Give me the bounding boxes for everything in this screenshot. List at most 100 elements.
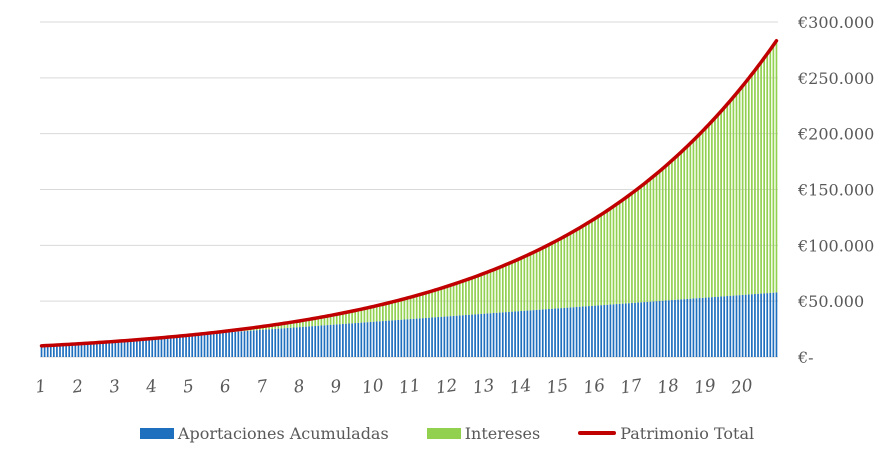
bar-aportaciones bbox=[391, 320, 393, 357]
bar-intereses bbox=[338, 313, 341, 325]
bar-intereses bbox=[701, 130, 704, 298]
bar-intereses bbox=[584, 224, 587, 307]
bar-aportaciones bbox=[342, 323, 344, 357]
bar-aportaciones bbox=[714, 296, 716, 357]
bar-aportaciones bbox=[231, 331, 234, 357]
bar-intereses bbox=[332, 314, 335, 325]
bar-aportaciones bbox=[71, 343, 74, 357]
bar-aportaciones bbox=[560, 308, 563, 357]
bar-aportaciones bbox=[56, 344, 58, 357]
bar-intereses bbox=[314, 318, 317, 326]
bar-aportaciones bbox=[421, 318, 424, 357]
bar-aportaciones bbox=[766, 293, 769, 357]
bar-aportaciones bbox=[265, 329, 267, 357]
bar-aportaciones bbox=[468, 314, 470, 357]
bar-intereses bbox=[520, 257, 523, 311]
bar-aportaciones bbox=[311, 326, 313, 357]
bar-aportaciones bbox=[532, 310, 535, 357]
bar-aportaciones bbox=[329, 324, 332, 357]
bar-intereses bbox=[544, 246, 547, 310]
bar-aportaciones bbox=[77, 343, 80, 357]
bar-aportaciones bbox=[775, 292, 778, 357]
bar-intereses bbox=[655, 173, 658, 302]
bar-aportaciones bbox=[458, 315, 461, 357]
bar-aportaciones bbox=[634, 302, 636, 357]
y-tick-label: €100.000 bbox=[797, 236, 874, 255]
bar-intereses bbox=[471, 277, 473, 315]
bar-aportaciones bbox=[240, 331, 243, 357]
y-tick-label: €50.000 bbox=[797, 292, 864, 311]
bar-intereses bbox=[480, 274, 483, 314]
bar-aportaciones bbox=[578, 306, 581, 357]
x-tick-label: 11 bbox=[398, 376, 422, 399]
bar-intereses bbox=[418, 294, 421, 319]
bar-intereses bbox=[360, 309, 363, 323]
bar-aportaciones bbox=[563, 307, 566, 357]
line-series bbox=[39, 39, 779, 348]
bar-aportaciones bbox=[292, 327, 295, 357]
bar-aportaciones bbox=[652, 301, 655, 357]
bar-aportaciones bbox=[751, 294, 753, 357]
bar-intereses bbox=[597, 216, 599, 306]
bar-aportaciones bbox=[302, 326, 304, 357]
bar-aportaciones bbox=[59, 344, 61, 357]
bar-aportaciones bbox=[600, 305, 603, 357]
bar-aportaciones bbox=[40, 345, 43, 357]
bar-intereses bbox=[501, 265, 504, 313]
bar-intereses bbox=[335, 314, 338, 325]
bar-aportaciones bbox=[757, 293, 759, 357]
bar-intereses bbox=[717, 114, 719, 297]
bar-intereses bbox=[757, 66, 759, 294]
bar-intereses bbox=[581, 226, 584, 307]
bar-intereses bbox=[634, 190, 636, 303]
bar-intereses bbox=[523, 256, 526, 311]
bar-aportaciones bbox=[704, 297, 707, 357]
bar-aportaciones bbox=[412, 318, 415, 357]
bar-intereses bbox=[744, 82, 747, 295]
bar-intereses bbox=[400, 299, 403, 320]
bar-intereses bbox=[363, 308, 366, 323]
legend-swatch-aportaciones bbox=[139, 427, 174, 439]
y-tick-label: €250.000 bbox=[797, 69, 874, 88]
bar-aportaciones bbox=[440, 316, 443, 357]
bar-aportaciones bbox=[772, 292, 775, 357]
bar-aportaciones bbox=[717, 296, 719, 357]
bar-aportaciones bbox=[701, 297, 704, 357]
bar-aportaciones bbox=[434, 317, 436, 357]
bar-intereses bbox=[664, 165, 667, 301]
bar-aportaciones bbox=[431, 317, 433, 357]
bar-intereses bbox=[769, 49, 772, 293]
bar-intereses bbox=[763, 57, 766, 294]
bar-intereses bbox=[606, 210, 609, 305]
bar-intereses bbox=[711, 121, 713, 298]
bar-aportaciones bbox=[763, 293, 766, 357]
bar-aportaciones bbox=[357, 322, 360, 357]
bar-aportaciones bbox=[581, 306, 584, 357]
bar-intereses bbox=[320, 317, 323, 326]
bar-aportaciones bbox=[200, 334, 203, 357]
bar-intereses bbox=[477, 275, 480, 315]
bar-intereses bbox=[348, 311, 350, 324]
bar-aportaciones bbox=[108, 340, 111, 357]
bar-intereses bbox=[621, 199, 624, 304]
bar-intereses bbox=[409, 297, 412, 320]
bar-intereses bbox=[738, 89, 741, 296]
y-axis-ticks: €- €50.000 €100.000 €150.000 €200.000 €250.00… bbox=[797, 13, 874, 367]
bar-aportaciones bbox=[102, 341, 104, 357]
bar-aportaciones bbox=[664, 300, 667, 357]
bar-aportaciones bbox=[360, 322, 363, 357]
bar-aportaciones bbox=[369, 321, 372, 357]
bar-intereses bbox=[569, 233, 572, 308]
bar-intereses bbox=[560, 238, 563, 309]
legend-label-aportaciones: Aportaciones Acumuladas bbox=[177, 423, 389, 443]
bar-aportaciones bbox=[314, 325, 317, 357]
bar-aportaciones bbox=[123, 339, 126, 357]
bar-intereses bbox=[588, 222, 590, 307]
bar-aportaciones bbox=[498, 312, 501, 357]
bar-aportaciones bbox=[252, 330, 255, 357]
bar-intereses bbox=[643, 183, 646, 303]
bar-intereses bbox=[329, 315, 332, 325]
bar-intereses bbox=[735, 93, 738, 296]
bar-aportaciones bbox=[738, 295, 741, 357]
bar-intereses bbox=[680, 152, 682, 300]
